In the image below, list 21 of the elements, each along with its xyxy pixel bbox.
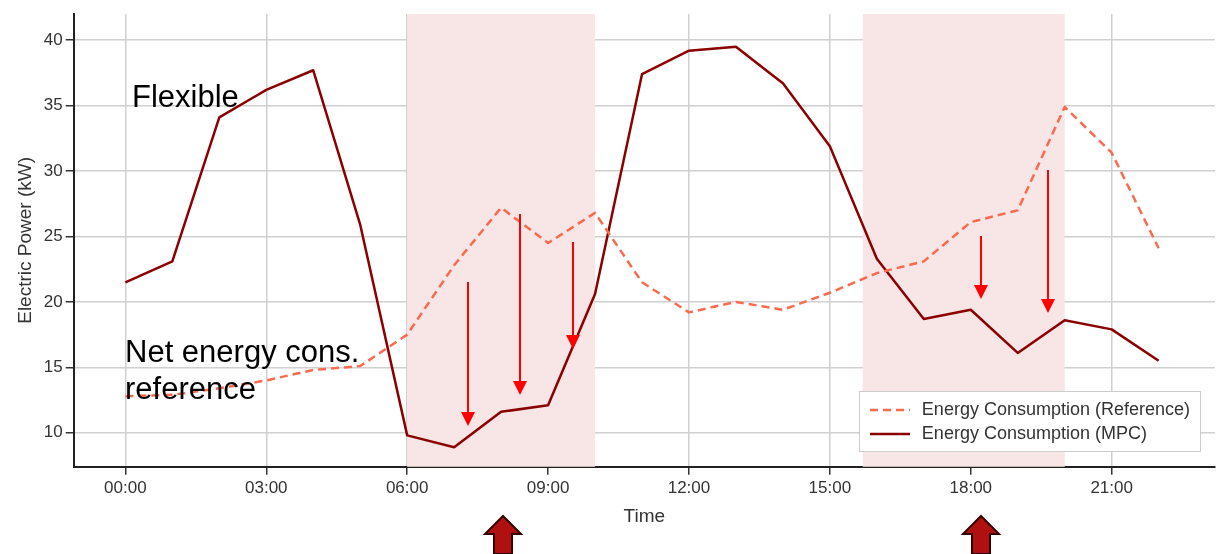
x-axis-title: Time	[623, 504, 666, 526]
y-tick-label: 35	[43, 95, 63, 115]
line-series	[124, 105, 1160, 398]
annotation: Flexible	[132, 78, 239, 116]
y-tick-label: 20	[43, 291, 63, 311]
y-tick-label: 40	[43, 29, 63, 49]
y-axis-title: Electric Power (kW)	[13, 157, 35, 324]
legend-label: Energy Consumption (Reference)	[921, 399, 1190, 420]
x-tick-label: 12:00	[667, 477, 711, 497]
y-tick-label: 15	[43, 357, 63, 377]
x-tick-label: 15:00	[808, 477, 852, 497]
x-tick-label: 18:00	[949, 477, 993, 497]
x-tick-label: 03:00	[245, 477, 288, 497]
y-tick-label: 30	[43, 160, 63, 180]
x-tick-label: 06:00	[385, 477, 429, 497]
x-tick-label: 09:00	[526, 477, 570, 497]
y-tick-label: 25	[43, 226, 63, 246]
y-tick-label: 10	[43, 422, 63, 442]
x-tick-label: 00:00	[104, 477, 147, 497]
x-tick-label: 21:00	[1090, 477, 1133, 497]
legend-label: Energy Consumption (MPC)	[921, 423, 1147, 444]
